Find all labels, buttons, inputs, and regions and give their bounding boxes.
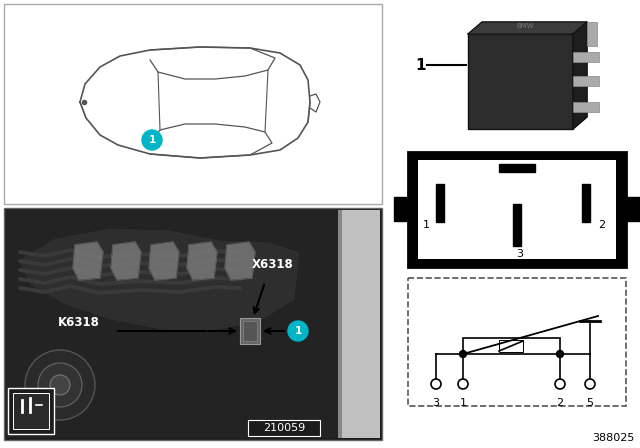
Circle shape [142, 130, 162, 150]
Bar [463, 338, 560, 354]
Bar [240, 318, 260, 344]
Text: BMW: BMW [516, 23, 534, 29]
Circle shape [585, 379, 595, 389]
Bar [624, 197, 640, 221]
Bar [513, 204, 521, 246]
Bar [499, 164, 535, 172]
Bar [582, 184, 590, 222]
Circle shape [460, 350, 467, 358]
Text: 210059: 210059 [263, 423, 305, 433]
Text: 2: 2 [598, 220, 605, 230]
Polygon shape [18, 228, 300, 332]
Bar [468, 34, 573, 129]
Polygon shape [111, 242, 141, 280]
Polygon shape [225, 242, 255, 280]
Text: 1: 1 [460, 398, 467, 408]
Bar [573, 76, 599, 86]
Circle shape [557, 350, 563, 358]
Text: 5: 5 [513, 152, 520, 162]
Circle shape [458, 379, 468, 389]
Circle shape [50, 375, 70, 395]
Circle shape [25, 350, 95, 420]
Circle shape [431, 379, 441, 389]
Text: 1: 1 [294, 326, 301, 336]
Text: X6318: X6318 [252, 258, 294, 271]
Bar [6, 210, 380, 438]
Bar [248, 420, 320, 436]
Bar [340, 210, 380, 438]
Bar [418, 160, 616, 259]
Bar [8, 388, 54, 434]
Text: 1: 1 [415, 57, 426, 73]
Text: 3: 3 [433, 398, 440, 408]
Polygon shape [187, 242, 217, 280]
Bar [587, 22, 597, 46]
Bar [13, 393, 49, 429]
Bar [573, 102, 599, 112]
Bar [408, 152, 626, 267]
Text: 1: 1 [423, 220, 430, 230]
Polygon shape [149, 242, 179, 280]
Circle shape [38, 363, 82, 407]
Polygon shape [468, 22, 587, 34]
Text: 388025: 388025 [593, 433, 635, 443]
Circle shape [555, 379, 565, 389]
Bar [499, 340, 523, 352]
Text: K6318: K6318 [58, 316, 100, 329]
Bar [243, 321, 257, 341]
Bar [338, 210, 342, 438]
Bar [4, 4, 382, 204]
Bar [436, 184, 444, 222]
Text: 2: 2 [556, 398, 564, 408]
Bar [4, 208, 382, 440]
Circle shape [288, 321, 308, 341]
Text: 5: 5 [586, 398, 593, 408]
Text: 1: 1 [148, 135, 156, 145]
Polygon shape [73, 242, 103, 280]
Bar [394, 197, 410, 221]
Bar [408, 278, 626, 406]
Text: 3: 3 [516, 249, 523, 259]
Polygon shape [573, 22, 587, 129]
Bar [573, 52, 599, 62]
